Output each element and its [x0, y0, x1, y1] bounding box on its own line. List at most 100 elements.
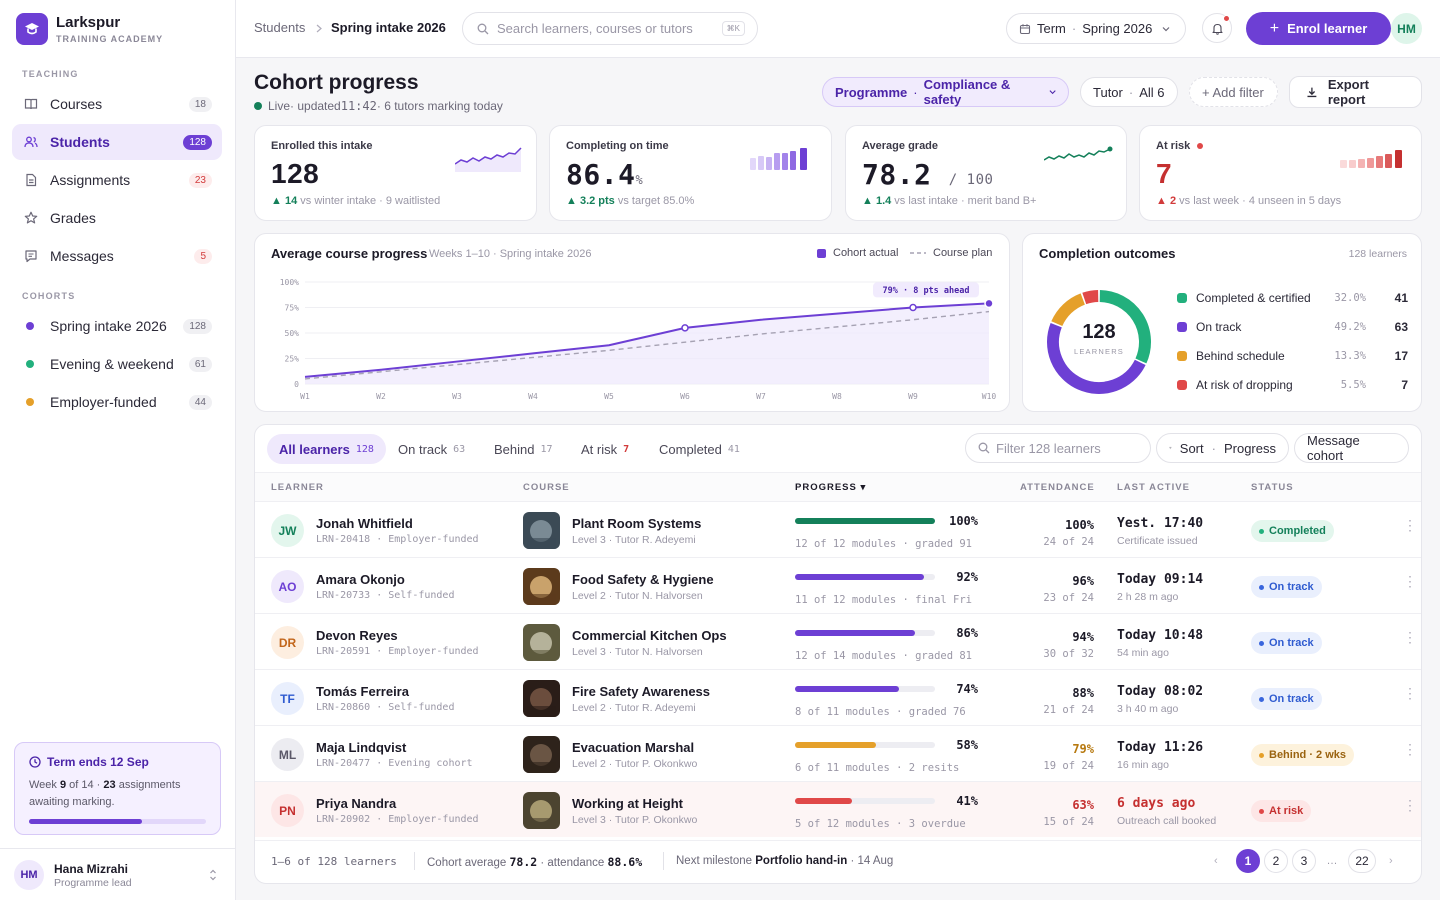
attendance-count: 23 of 24: [1043, 592, 1094, 604]
outcome-completed[interactable]: Completed & certified 32.0% 41: [1177, 289, 1408, 307]
table-row[interactable]: DR Devon Reyes LRN-20591 · Employer-funded…: [255, 613, 1421, 669]
enrol-learner-button[interactable]: + Enrol learner: [1246, 12, 1391, 45]
kpi-card-enrolled[interactable]: Enrolled this intake 128 ▲ 14 vs winter …: [254, 125, 537, 221]
sidebar-item-grades[interactable]: Grades: [12, 200, 222, 236]
tab-at-risk[interactable]: At risk 7: [569, 434, 641, 464]
table-row[interactable]: PN Priya Nandra LRN-20902 · Employer-funde…: [255, 781, 1421, 837]
page-button-3[interactable]: 3: [1292, 849, 1316, 873]
attendance-percent: 63%: [1072, 798, 1094, 812]
row-menu-icon[interactable]: ⋮: [1403, 629, 1417, 645]
delta-up-icon: ▲: [566, 195, 577, 207]
learner-name[interactable]: Maja Lindqvist: [316, 740, 407, 755]
course-name[interactable]: Plant Room Systems: [572, 516, 702, 531]
column-status[interactable]: STATUS: [1251, 482, 1294, 493]
learner-name[interactable]: Priya Nandra: [316, 796, 397, 811]
donut-slice: [1051, 293, 1086, 327]
table-row[interactable]: TF Tomás Ferreira LRN-20860 · Self-funded F…: [255, 669, 1421, 725]
message-cohort-button[interactable]: Message cohort: [1294, 433, 1409, 463]
avatar: TF: [271, 682, 304, 715]
data-point: [909, 303, 917, 312]
prev-page-icon[interactable]: ‹: [1214, 855, 1218, 867]
sidebar-item-messages[interactable]: Messages 5: [12, 238, 222, 274]
column-progress[interactable]: PROGRESS ▾: [795, 482, 867, 493]
clock-icon: [29, 756, 41, 768]
search-input[interactable]: Search learners, courses or tutors ⌘K: [462, 12, 758, 45]
legend-plan-label: Course plan: [933, 247, 993, 259]
row-menu-icon[interactable]: ⋮: [1403, 741, 1417, 757]
kpi-card-grade[interactable]: Average grade 78.2 / 100 ▲ 1.4 vs last i…: [845, 125, 1127, 221]
next-page-icon[interactable]: ›: [1389, 855, 1393, 867]
cohort-item-spring[interactable]: Spring intake 2026 128: [12, 308, 222, 344]
tab-all-learners[interactable]: All learners 128: [267, 434, 386, 464]
sort-button[interactable]: Sort · Progress: [1156, 433, 1289, 463]
course-name[interactable]: Working at Height: [572, 796, 683, 811]
course-thumbnail: [523, 568, 560, 605]
learner-name[interactable]: Tomás Ferreira: [316, 684, 409, 699]
outcome-on-track[interactable]: On track 49.2% 63: [1177, 318, 1408, 336]
sidebar-item-assignments[interactable]: Assignments 23: [12, 162, 222, 198]
course-name[interactable]: Fire Safety Awareness: [572, 684, 711, 699]
row-menu-icon[interactable]: ⋮: [1403, 573, 1417, 589]
last-active-note: 2 h 28 m ago: [1117, 591, 1179, 603]
sidebar-item-students[interactable]: Students 128: [12, 124, 222, 160]
learner-name[interactable]: Amara Okonjo: [316, 572, 405, 587]
kpi-card-on-time[interactable]: Completing on time 86.4% ▲ 3.2 pts vs ta…: [549, 125, 832, 221]
tab-behind[interactable]: Behind 17: [482, 434, 565, 464]
live-label: Live: [268, 99, 291, 113]
user-role: Programme lead: [54, 877, 132, 889]
cohort-item-employer[interactable]: Employer-funded 44: [12, 384, 222, 420]
column-course[interactable]: COURSE: [523, 482, 570, 493]
data-point: [681, 324, 689, 332]
mini-bars: [750, 148, 807, 170]
alert-dot: [1197, 143, 1204, 150]
progress-fill: [795, 518, 935, 524]
kpi-card-at-risk[interactable]: At risk 7 ▲ 2 vs last week · 4 unseen in…: [1139, 125, 1422, 221]
outcome-at-risk[interactable]: At risk of dropping 5.5% 7: [1177, 376, 1408, 394]
course-name[interactable]: Food Safety & Hygiene: [572, 572, 714, 587]
tab-on-track[interactable]: On track 63: [386, 434, 477, 464]
tab-completed[interactable]: Completed 41: [647, 434, 752, 464]
learner-name[interactable]: Devon Reyes: [316, 628, 398, 643]
notifications-button[interactable]: [1202, 13, 1232, 43]
tutor-filter[interactable]: Tutor · All 6: [1080, 77, 1178, 107]
column-attendance[interactable]: ATTENDANCE: [1020, 482, 1095, 493]
row-menu-icon[interactable]: ⋮: [1403, 685, 1417, 701]
course-name[interactable]: Evacuation Marshal: [572, 740, 695, 755]
row-menu-icon[interactable]: ⋮: [1403, 517, 1417, 533]
export-report-button[interactable]: Export report: [1289, 76, 1422, 108]
page-button-22[interactable]: 22: [1348, 849, 1376, 873]
learner-name[interactable]: Jonah Whitfield: [316, 516, 413, 531]
term-pre: Week: [29, 779, 60, 791]
updated-label: · updated: [290, 99, 341, 113]
kpi-unit: %: [635, 173, 644, 187]
status-dot: [1259, 528, 1264, 534]
logo-icon[interactable]: [16, 13, 48, 45]
outcome-behind[interactable]: Behind schedule 13.3% 17: [1177, 347, 1408, 365]
term-card[interactable]: Term ends 12 Sep Week 9 of 14 · 23 assig…: [14, 742, 221, 835]
table-row[interactable]: JW Jonah Whitfield LRN-20418 · Employer-fu…: [255, 501, 1421, 557]
page-button-2[interactable]: 2: [1264, 849, 1288, 873]
term-select[interactable]: Term · Spring 2026: [1006, 13, 1186, 44]
x-tick-label: W2: [376, 392, 386, 401]
add-filter-button[interactable]: + Add filter: [1189, 77, 1278, 107]
filter-learners-input[interactable]: Filter 128 learners: [965, 433, 1151, 463]
column-learner[interactable]: LEARNER: [271, 482, 324, 493]
column-last-active[interactable]: LAST ACTIVE: [1117, 482, 1190, 493]
table-row[interactable]: AO Amara Okonjo LRN-20733 · Self-funded Foo…: [255, 557, 1421, 613]
att-value: 88.6%: [607, 855, 643, 869]
course-name[interactable]: Commercial Kitchen Ops: [572, 628, 727, 643]
avatar[interactable]: HM: [1391, 13, 1422, 44]
programme-filter[interactable]: Programme · Compliance & safety: [822, 77, 1069, 107]
sidebar-item-courses[interactable]: Courses 18: [12, 86, 222, 122]
table-row[interactable]: ML Maja Lindqvist LRN-20477 · Evening coho…: [255, 725, 1421, 781]
breadcrumb-root[interactable]: Students: [254, 20, 306, 35]
search-shortcut: ⌘K: [721, 21, 745, 36]
status-label: Completed: [1269, 525, 1326, 537]
page-title: Cohort progress: [254, 71, 419, 94]
course-image: [523, 680, 560, 717]
page-button-1[interactable]: 1: [1236, 849, 1260, 873]
cohort-item-evening[interactable]: Evening & weekend 61: [12, 346, 222, 382]
user-menu[interactable]: HM Hana Mizrahi Programme lead: [0, 848, 236, 900]
status-label: Behind · 2 wks: [1269, 749, 1347, 761]
row-menu-icon[interactable]: ⋮: [1403, 797, 1417, 813]
